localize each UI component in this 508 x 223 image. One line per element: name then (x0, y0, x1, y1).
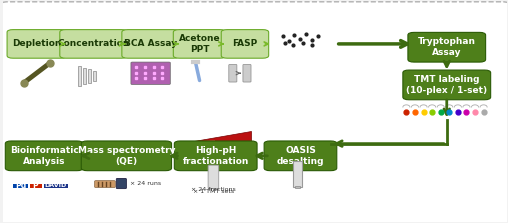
FancyBboxPatch shape (93, 71, 96, 81)
Text: OASIS
desalting: OASIS desalting (277, 146, 324, 166)
FancyBboxPatch shape (81, 141, 172, 171)
Polygon shape (182, 131, 251, 143)
Text: Depletion: Depletion (12, 39, 62, 48)
Text: Acetone
PPT: Acetone PPT (179, 34, 220, 54)
FancyBboxPatch shape (403, 70, 491, 100)
Text: × 24 runs: × 24 runs (130, 181, 161, 186)
FancyBboxPatch shape (116, 178, 126, 189)
FancyBboxPatch shape (83, 68, 86, 84)
Text: Bioinformatic
Analysis: Bioinformatic Analysis (10, 146, 79, 166)
Text: FASP: FASP (232, 39, 258, 48)
FancyBboxPatch shape (7, 30, 67, 58)
FancyBboxPatch shape (408, 32, 486, 62)
Text: P: P (33, 181, 39, 190)
FancyBboxPatch shape (60, 30, 128, 58)
FancyBboxPatch shape (88, 69, 91, 83)
FancyBboxPatch shape (13, 184, 28, 188)
FancyBboxPatch shape (29, 184, 42, 188)
Text: BCA Assay: BCA Assay (124, 39, 177, 48)
Text: Tryptophan
Assay: Tryptophan Assay (418, 37, 476, 57)
Text: Concentration: Concentration (57, 39, 130, 48)
Text: × 24 fractions: × 24 fractions (192, 187, 236, 192)
FancyBboxPatch shape (264, 141, 337, 171)
FancyBboxPatch shape (243, 64, 251, 82)
FancyBboxPatch shape (173, 30, 226, 58)
Text: TMT labeling
(10-plex / 1-set): TMT labeling (10-plex / 1-set) (406, 75, 487, 95)
Polygon shape (182, 140, 215, 143)
Text: Pd: Pd (15, 181, 26, 190)
Text: DAVID: DAVID (45, 183, 67, 188)
Text: High-pH
fractionation: High-pH fractionation (182, 146, 249, 166)
FancyBboxPatch shape (5, 141, 83, 171)
Text: × 1 TMT sets: × 1 TMT sets (193, 190, 234, 194)
FancyBboxPatch shape (44, 184, 68, 188)
FancyBboxPatch shape (229, 64, 237, 82)
FancyBboxPatch shape (94, 181, 115, 188)
FancyBboxPatch shape (296, 186, 300, 188)
FancyBboxPatch shape (294, 161, 302, 187)
FancyBboxPatch shape (78, 66, 81, 86)
FancyBboxPatch shape (131, 62, 170, 85)
Text: Mass spectrometry
(QE): Mass spectrometry (QE) (78, 146, 175, 166)
FancyBboxPatch shape (221, 30, 269, 58)
FancyBboxPatch shape (122, 30, 179, 58)
FancyBboxPatch shape (174, 141, 257, 171)
FancyBboxPatch shape (208, 165, 219, 189)
